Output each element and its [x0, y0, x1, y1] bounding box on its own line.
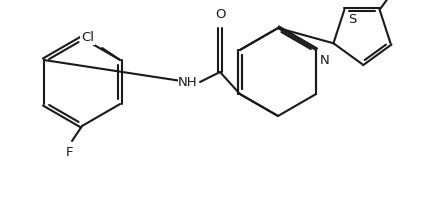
- Text: F: F: [65, 146, 73, 159]
- Text: N: N: [320, 54, 330, 67]
- Text: NH: NH: [178, 76, 198, 88]
- Text: Cl: Cl: [81, 31, 94, 44]
- Text: S: S: [348, 13, 357, 26]
- Text: O: O: [215, 8, 225, 21]
